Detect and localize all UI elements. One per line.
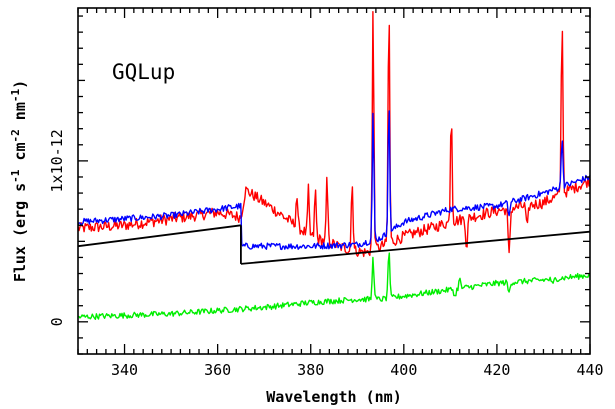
x-axis-title: Wavelength (nm) xyxy=(266,388,401,406)
plot-frame xyxy=(77,7,591,355)
y-axis-title-mid2: nm xyxy=(11,102,29,129)
y-axis-title-mid: cm xyxy=(11,142,29,169)
y-axis-title-suffix: ) xyxy=(11,80,29,89)
continuum-segment-0 xyxy=(77,224,242,248)
spectrum-series-2 xyxy=(77,252,591,320)
ticks-layer xyxy=(77,8,591,355)
x-tick-label: 420 xyxy=(483,361,510,379)
x-tick-label: 380 xyxy=(297,361,324,379)
spectrum-series-0 xyxy=(77,11,591,258)
x-tick-label: 360 xyxy=(204,361,231,379)
y-tick-label: 0 xyxy=(48,317,66,326)
y-axis-title-prefix: Flux (erg s xyxy=(11,183,29,282)
y-axis-title-sup1: -1 xyxy=(9,169,22,183)
y-tick-label: 1x10-12 xyxy=(48,129,66,192)
star-name-annotation: GQLup xyxy=(112,60,175,84)
series-layer xyxy=(77,11,591,320)
spectrum-series-1 xyxy=(77,110,591,251)
continuum-segment-2 xyxy=(240,230,591,265)
y-axis-title: Flux (erg s-1 cm-2 nm-1) xyxy=(9,80,29,282)
y-axis-title-sup3: -1 xyxy=(9,89,22,103)
x-tick-label: 440 xyxy=(576,361,603,379)
x-tick-label: 400 xyxy=(390,361,417,379)
y-axis-title-sup2: -2 xyxy=(9,129,22,142)
labels-layer: 340 360 380 400 420 440 0 1x10-12 xyxy=(48,129,604,379)
x-tick-label: 340 xyxy=(111,361,138,379)
